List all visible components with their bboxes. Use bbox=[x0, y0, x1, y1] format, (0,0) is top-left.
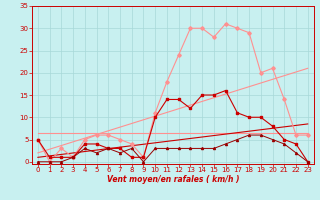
X-axis label: Vent moyen/en rafales ( km/h ): Vent moyen/en rafales ( km/h ) bbox=[107, 175, 239, 184]
